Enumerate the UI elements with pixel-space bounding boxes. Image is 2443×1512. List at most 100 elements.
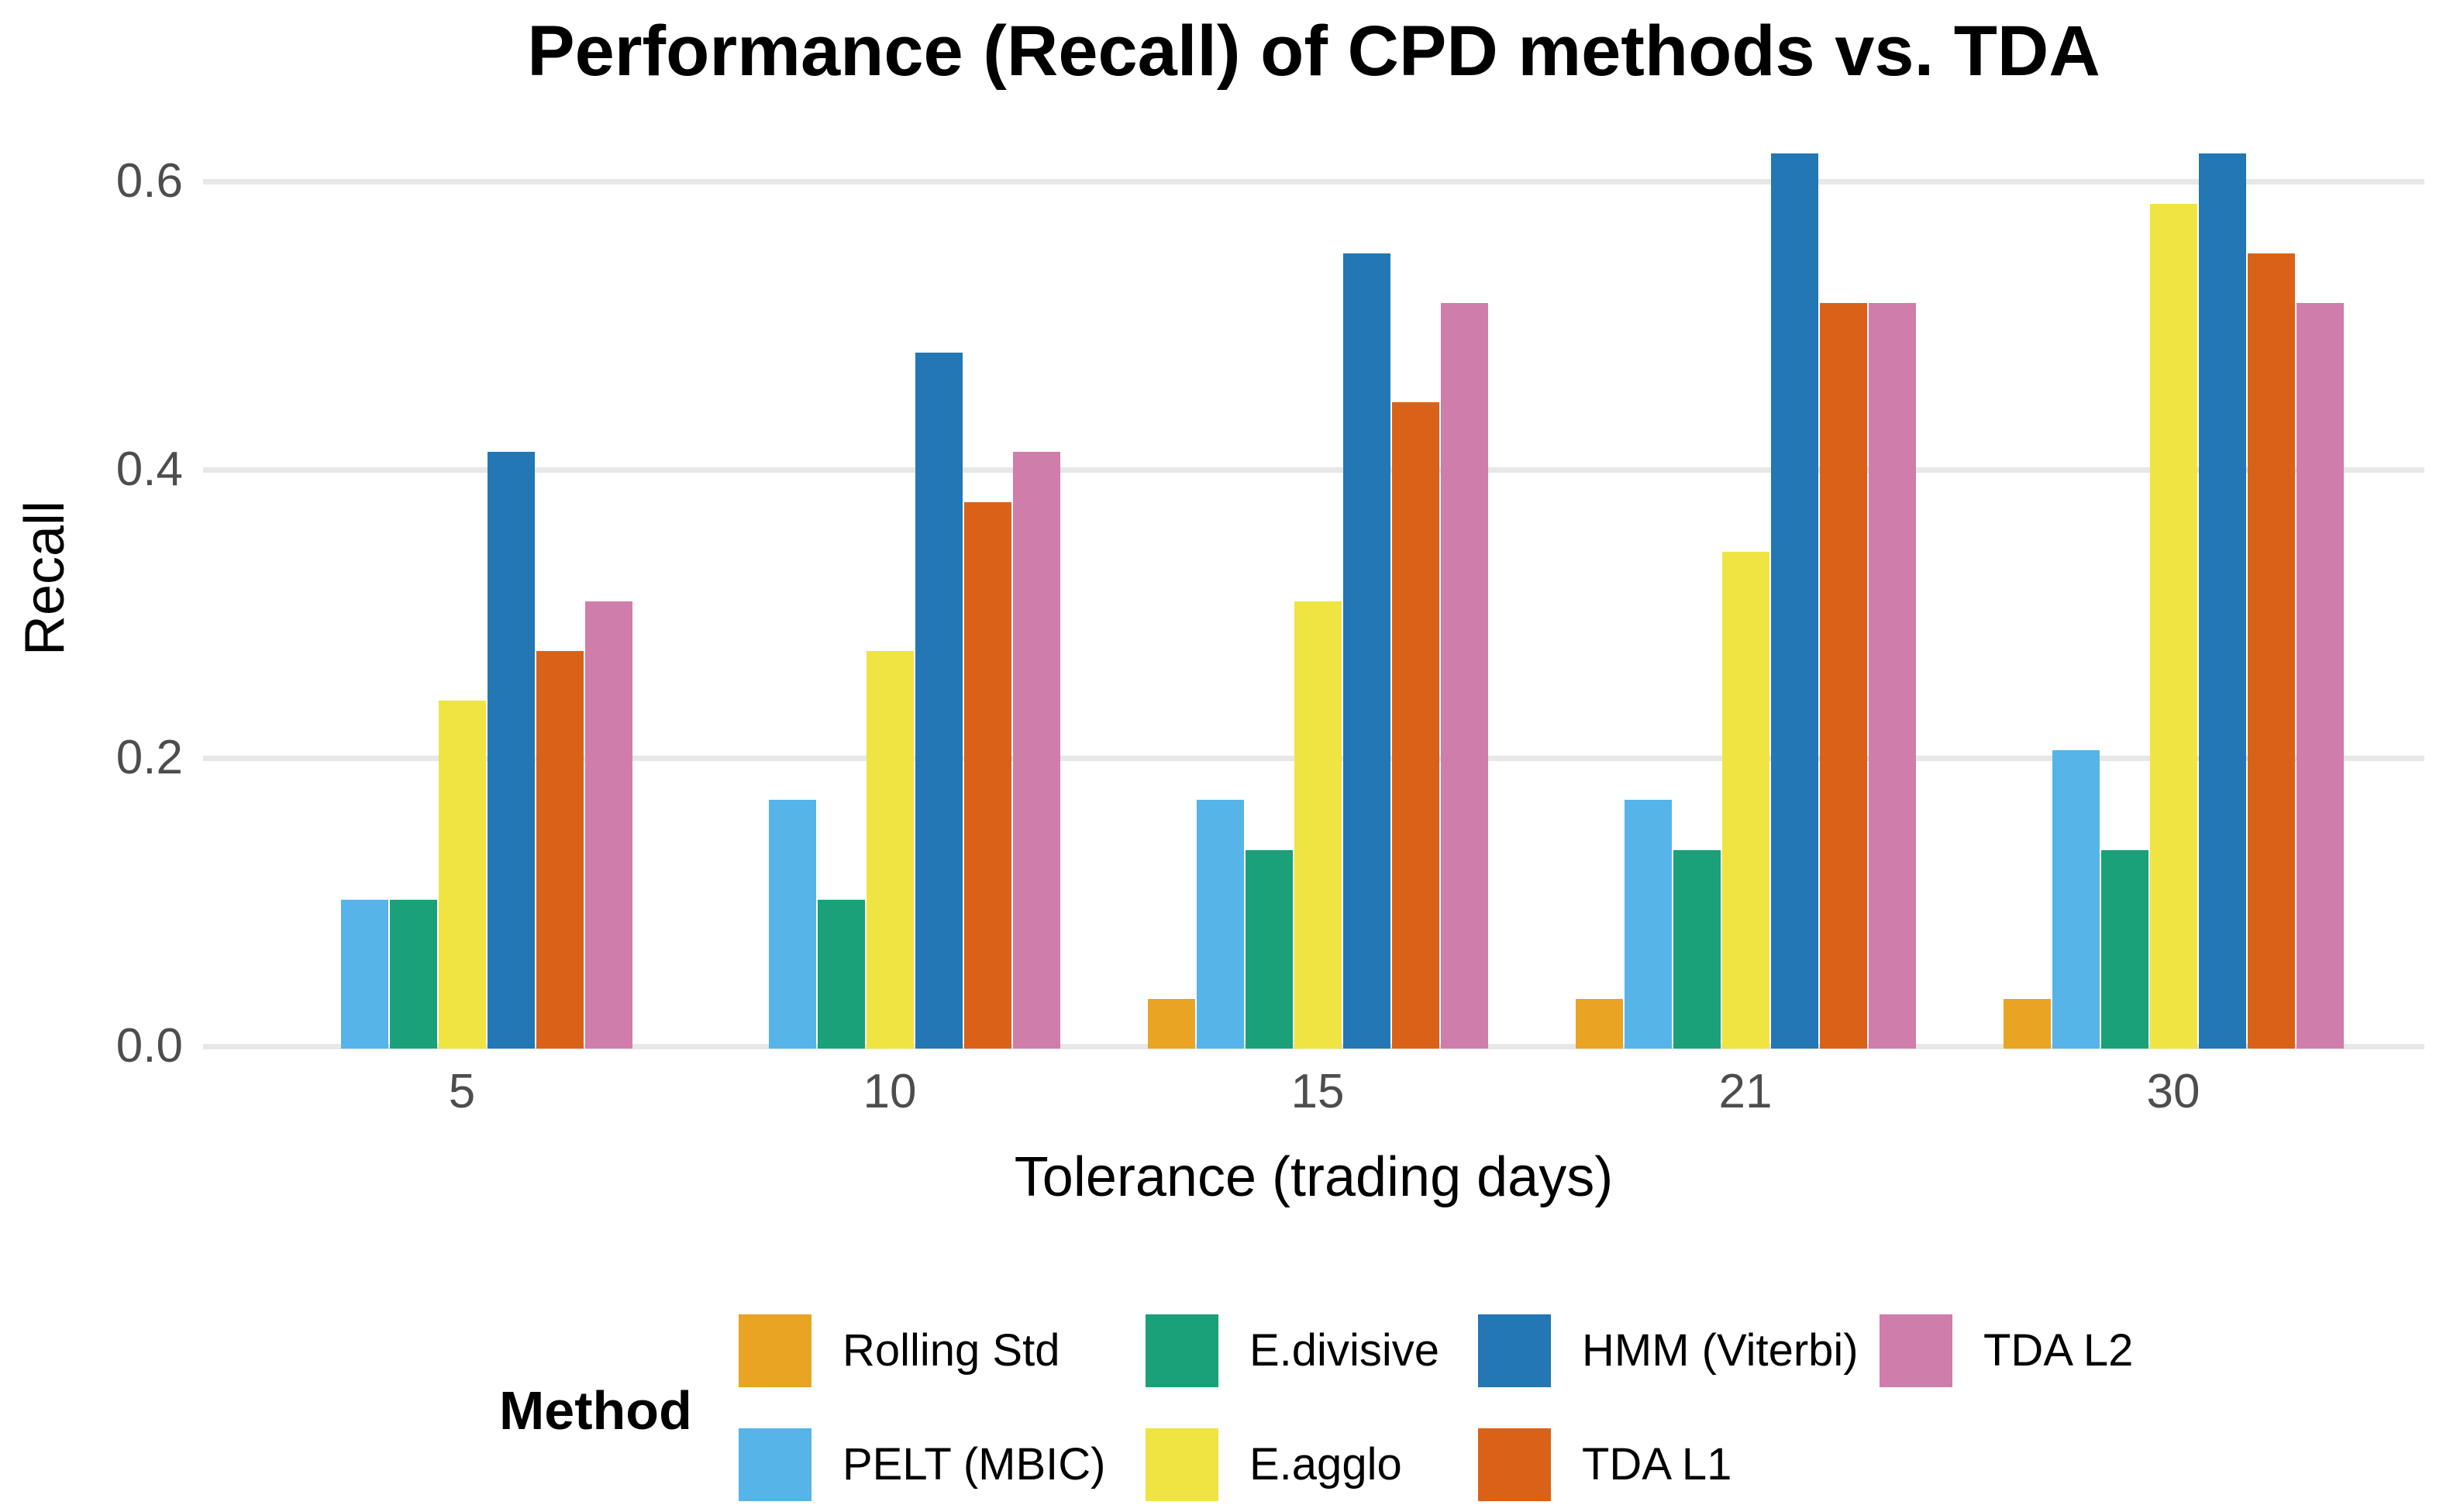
legend-label: HMM (Viterbi): [1582, 1325, 1859, 1376]
bar: [1770, 153, 1818, 1049]
bar: [768, 800, 816, 1049]
bar-slot: [1575, 80, 1624, 1049]
x-tick-label: 10: [863, 1065, 917, 1118]
legend-label: Rolling Std: [842, 1325, 1060, 1376]
bar-slot: [1721, 80, 1770, 1049]
legend-swatch: [739, 1428, 811, 1501]
bar-slot: [2149, 80, 2198, 1049]
legend-swatch: [1146, 1428, 1218, 1501]
bar-slot: [2247, 80, 2296, 1049]
bar: [817, 900, 865, 1049]
bar-slot: [438, 80, 487, 1049]
chart-title: Performance (Recall) of CPD methods vs. …: [527, 12, 2100, 91]
bar-group: [291, 80, 633, 1049]
bar: [536, 651, 584, 1049]
bar: [1575, 999, 1623, 1049]
bar-slot: [1342, 80, 1391, 1049]
legend-swatch: [1478, 1314, 1551, 1387]
legend-label: TDA L1: [1582, 1439, 1732, 1490]
bar: [1624, 800, 1672, 1049]
bar-slot: [2100, 80, 2149, 1049]
bar-slot: [1673, 80, 1721, 1049]
legend-title: Method: [499, 1380, 692, 1441]
bar: [1342, 253, 1390, 1049]
bar: [1294, 601, 1342, 1049]
bar-slot: [1624, 80, 1673, 1049]
bar-slot: [1440, 80, 1489, 1049]
bar-slot: [487, 80, 536, 1049]
bar: [2100, 850, 2148, 1049]
bar: [1819, 303, 1867, 1049]
bar-slot: [817, 80, 866, 1049]
bar: [1196, 800, 1244, 1049]
bar-group: [1147, 80, 1489, 1049]
bar-slot: [915, 80, 963, 1049]
bar-group: [1575, 80, 1917, 1049]
bar: [963, 502, 1011, 1049]
y-tick-label: 0.4: [115, 443, 183, 496]
bar-slot: [768, 80, 817, 1049]
y-tick-label: 0.0: [115, 1019, 183, 1073]
bar: [2296, 303, 2344, 1049]
bar-slot: [866, 80, 915, 1049]
bar-slot: [2198, 80, 2247, 1049]
bar-slot: [963, 80, 1012, 1049]
bar: [487, 452, 535, 1049]
bar: [2198, 153, 2246, 1049]
legend-swatch: [1146, 1314, 1218, 1387]
bar-slot: [2052, 80, 2100, 1049]
bar-slot: [2003, 80, 2052, 1049]
bar-slot: [1294, 80, 1342, 1049]
bar: [438, 701, 486, 1049]
x-axis-title: Tolerance (trading days): [1014, 1146, 1614, 1208]
bar: [584, 601, 632, 1049]
bar: [389, 900, 437, 1049]
bar-slot: [584, 80, 633, 1049]
bar-slot: [340, 80, 389, 1049]
legend-swatch: [1478, 1428, 1551, 1501]
bar-slot: [291, 80, 340, 1049]
bar: [2247, 253, 2295, 1049]
bar-slot: [1147, 80, 1196, 1049]
y-tick-label: 0.6: [115, 154, 183, 208]
bar: [915, 353, 963, 1049]
x-tick-label: 21: [1718, 1065, 1773, 1118]
bar: [866, 651, 914, 1049]
bar-slot: [389, 80, 438, 1049]
bar-group: [719, 80, 1061, 1049]
bar: [2003, 999, 2051, 1049]
bar: [1673, 850, 1721, 1049]
bar: [1012, 452, 1060, 1049]
bar: [2052, 750, 2100, 1049]
bar-group: [2003, 80, 2345, 1049]
bar-slot: [1012, 80, 1061, 1049]
legend-label: PELT (MBIC): [842, 1439, 1106, 1490]
bar-slot: [1245, 80, 1294, 1049]
bar-slot: [719, 80, 768, 1049]
bar: [1245, 850, 1293, 1049]
legend-label: E.agglo: [1249, 1439, 1402, 1490]
bar: [1391, 402, 1439, 1049]
legend-swatch: [739, 1314, 811, 1387]
bar-slot: [1391, 80, 1440, 1049]
bar: [340, 900, 388, 1049]
gridline: [203, 467, 2424, 473]
bar: [1147, 999, 1195, 1049]
bar-slot: [1770, 80, 1819, 1049]
bar: [2149, 204, 2197, 1049]
legend-label: E.divisive: [1249, 1325, 1439, 1376]
bar: [1440, 303, 1488, 1049]
bar-slot: [1819, 80, 1868, 1049]
y-tick-label: 0.2: [115, 731, 183, 784]
y-axis-title: Recall: [14, 500, 76, 656]
bar-slot: [536, 80, 584, 1049]
bar-slot: [2296, 80, 2345, 1049]
x-tick-label: 15: [1290, 1065, 1345, 1118]
legend-swatch: [1880, 1314, 1952, 1387]
bar: [1868, 303, 1916, 1049]
gridline: [203, 179, 2424, 184]
legend-label: TDA L2: [1983, 1325, 2134, 1376]
bar-slot: [1196, 80, 1245, 1049]
x-tick-label: 5: [448, 1065, 476, 1118]
